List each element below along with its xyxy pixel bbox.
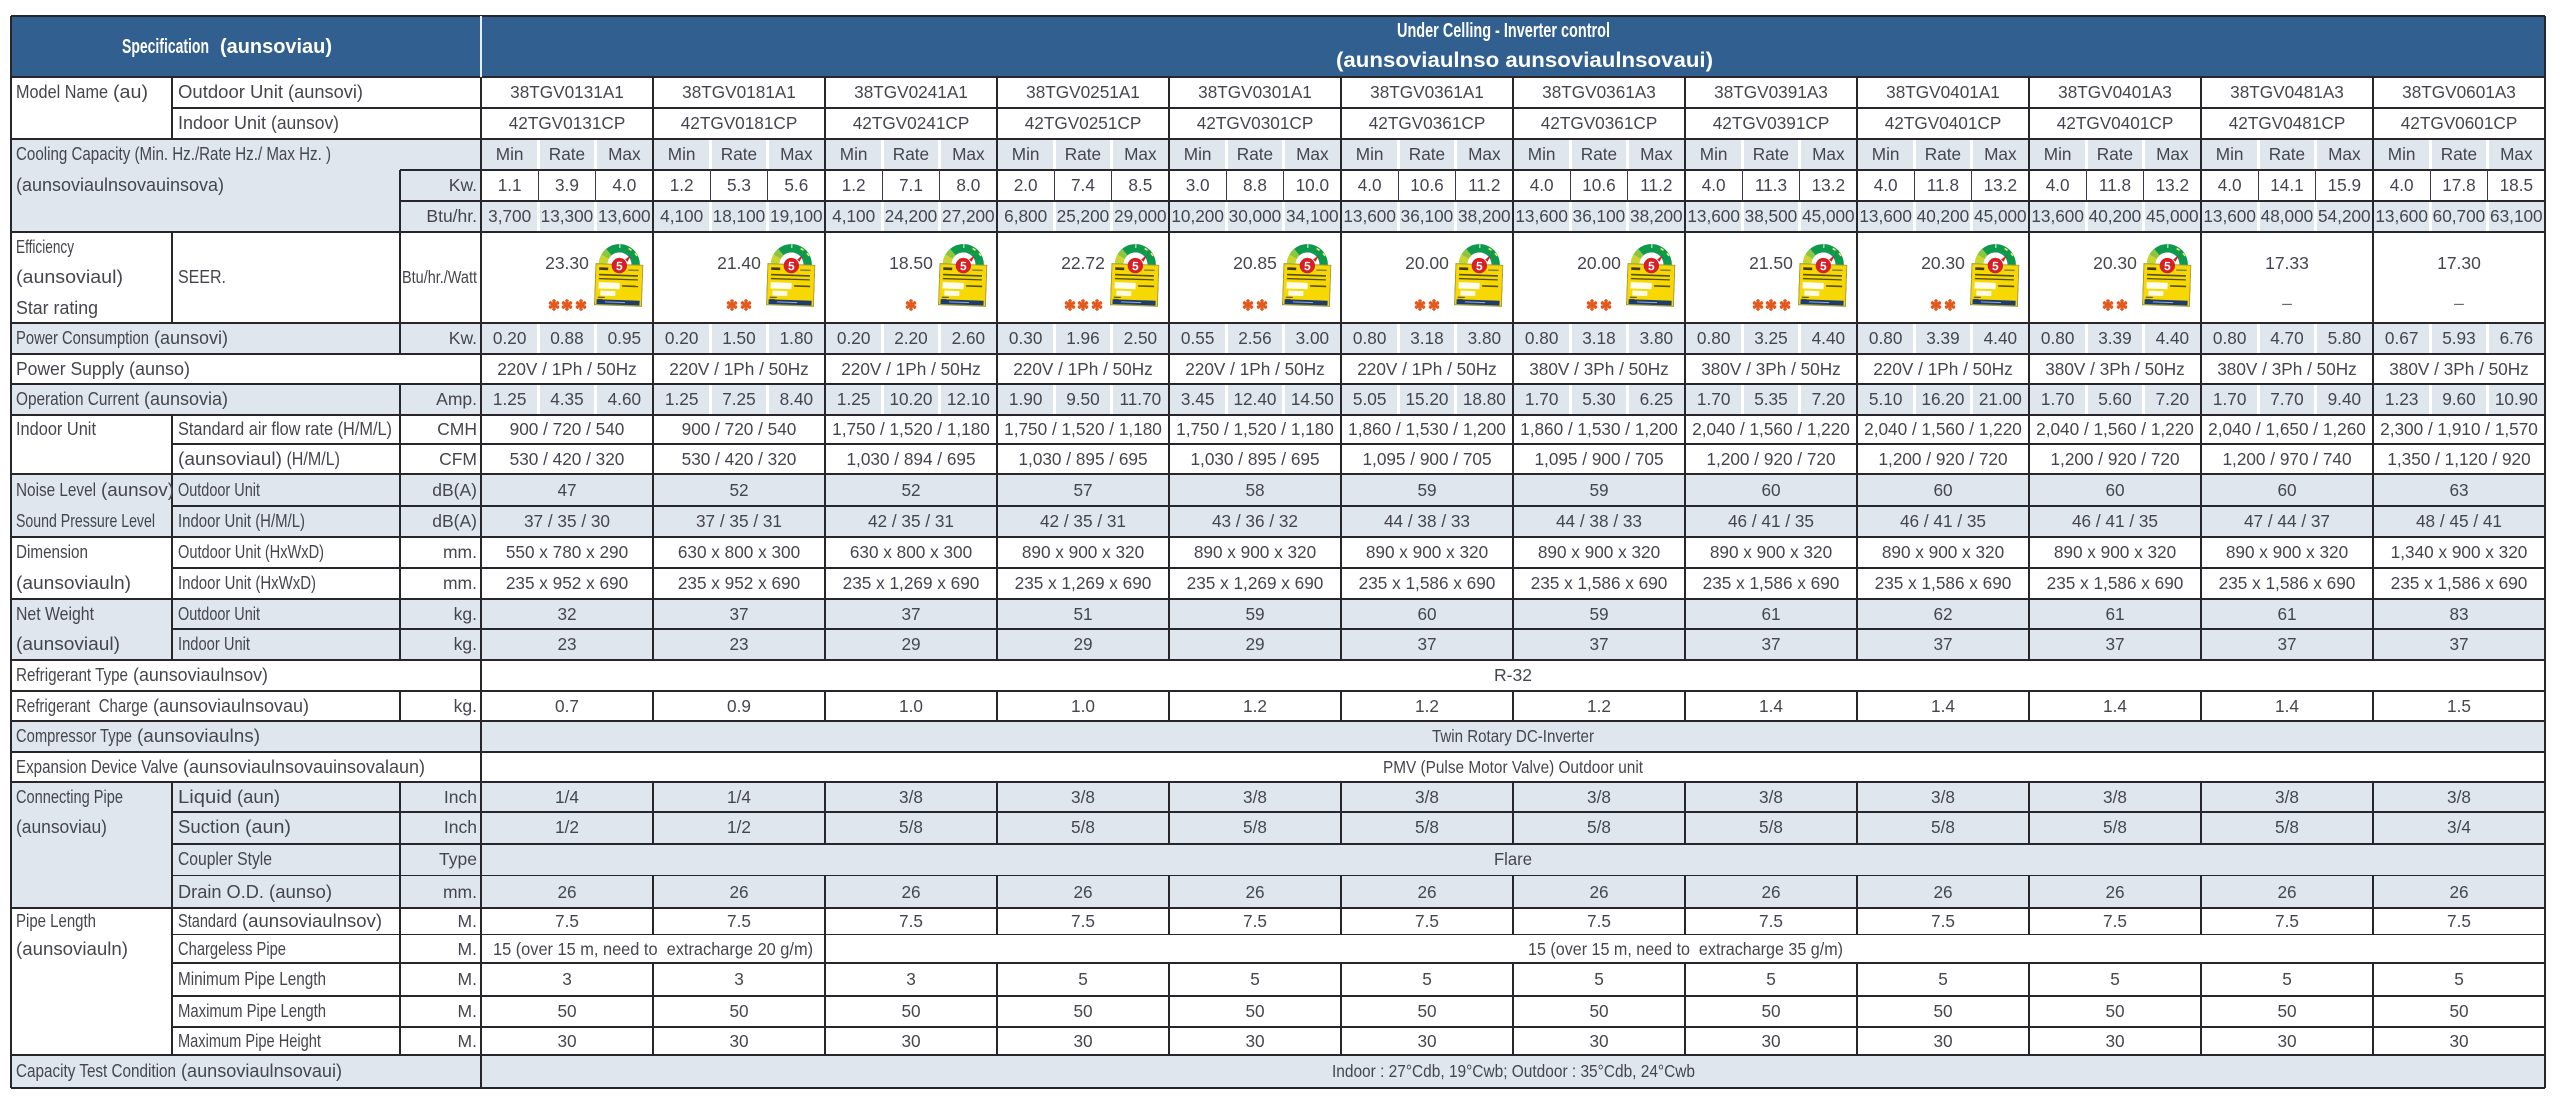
svg-text:5: 5: [1476, 258, 1483, 272]
svg-text:5: 5: [1304, 258, 1311, 272]
svg-text:5: 5: [2164, 258, 2171, 272]
svg-text:5: 5: [1992, 258, 1999, 272]
svg-text:5: 5: [1648, 258, 1655, 272]
svg-text:5: 5: [1132, 258, 1139, 272]
svg-text:5: 5: [1820, 258, 1827, 272]
svg-text:5: 5: [616, 258, 623, 272]
svg-text:5: 5: [960, 258, 967, 272]
svg-text:5: 5: [788, 258, 795, 272]
